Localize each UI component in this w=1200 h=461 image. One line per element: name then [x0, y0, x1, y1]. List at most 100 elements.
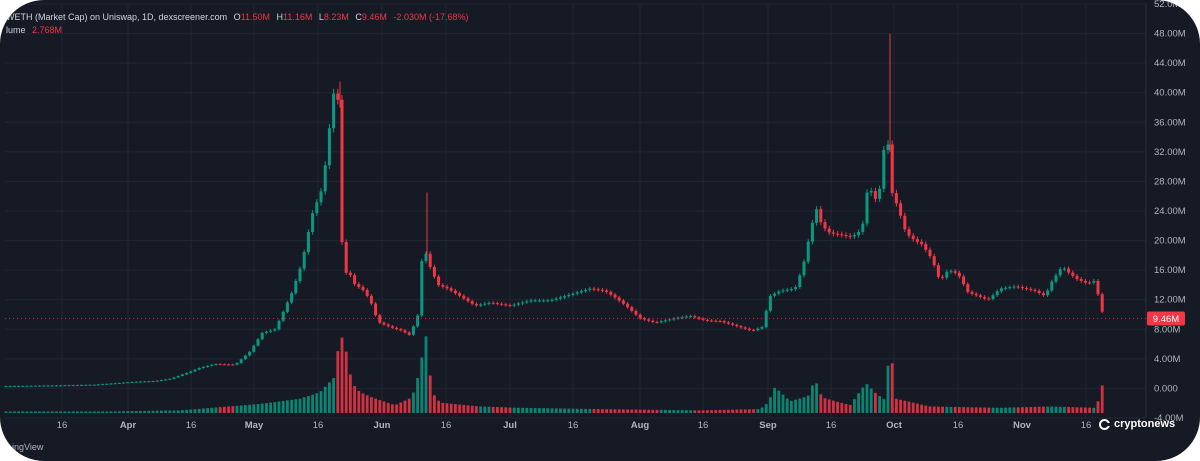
candle-body [1092, 280, 1096, 283]
volume-bar [105, 411, 109, 413]
candle-body [357, 284, 361, 287]
candle-body [327, 128, 331, 166]
volume-bar [949, 406, 953, 413]
candle-body [1016, 286, 1020, 288]
candle-body [88, 384, 92, 386]
candle-body [689, 316, 693, 318]
candle-body [122, 382, 126, 384]
ohlc-legend: WETH (Market Cap) on Uniswap, 1D, dexscr… [6, 12, 468, 22]
volume-bar [1092, 407, 1096, 413]
volume-bar [680, 410, 684, 413]
volume-bar [437, 400, 440, 413]
volume-bar [185, 409, 188, 413]
candle-body [214, 364, 218, 366]
candle-body [861, 223, 865, 232]
candle-body [869, 191, 873, 193]
volume-bar [449, 403, 453, 413]
volume-bar [832, 400, 835, 413]
candle-body [1083, 280, 1087, 283]
candle-body [1050, 281, 1054, 291]
candle-body [248, 351, 252, 356]
volume-bar [533, 408, 537, 413]
volume-bar [945, 406, 949, 413]
candle-body [206, 365, 210, 367]
volume-bar [748, 409, 751, 413]
volume-bar [361, 393, 365, 413]
volume-bar [466, 405, 470, 413]
volume-bar [382, 401, 386, 413]
volume-bar [928, 406, 932, 413]
candle-body [626, 303, 630, 308]
volume-bar [428, 375, 432, 413]
volume-bar [328, 382, 331, 413]
candle-body [697, 317, 701, 319]
volume-bar [407, 398, 411, 413]
volume-bar [155, 410, 159, 413]
candle-body [592, 288, 596, 290]
volume-bar [38, 411, 41, 413]
volume-bar [113, 411, 117, 413]
candle-body [33, 385, 37, 387]
candle-body [432, 266, 436, 277]
candle-body [197, 368, 201, 370]
volume-bar [80, 411, 83, 413]
volume-bar [281, 400, 285, 413]
volume-bar [290, 399, 293, 413]
low-value: 8.23M [323, 12, 349, 22]
volume-bar [769, 397, 772, 413]
volume-bar [29, 411, 33, 413]
candle-body [844, 234, 848, 236]
volume-bar [819, 394, 823, 413]
y-tick-label: 52.0M [1154, 0, 1180, 10]
volume-bar [277, 401, 281, 413]
candle-body [743, 327, 747, 329]
candle-body [495, 303, 499, 305]
x-tick-label: Sep [759, 420, 777, 431]
candle-body [558, 297, 562, 299]
candle-body [508, 305, 512, 307]
candle-body [609, 291, 613, 295]
volume-bar [958, 407, 961, 413]
x-tick-label: 16 [826, 420, 837, 431]
candle-body [731, 323, 735, 325]
candle-body [378, 315, 382, 323]
candle-body [462, 295, 466, 299]
volume-bar [491, 406, 495, 413]
candle-body [42, 385, 46, 387]
volume-bar [332, 378, 335, 413]
volume-bar [592, 409, 596, 413]
volume-bar [84, 411, 88, 413]
candle-body [231, 364, 235, 366]
cryptonews-logo-icon [1099, 418, 1111, 430]
candle-body [25, 385, 29, 387]
volume-bar [685, 410, 688, 413]
volume-bar [911, 402, 915, 413]
volume-bar [479, 406, 482, 413]
candle-body [1062, 268, 1066, 270]
volume-bar [554, 408, 558, 413]
candle-body [189, 371, 193, 374]
volume-bar [269, 402, 272, 413]
volume-bar [8, 411, 12, 413]
candle-body [395, 327, 399, 330]
candle-body [999, 288, 1003, 292]
candle-body [235, 362, 239, 365]
volume-bar [244, 405, 247, 413]
candle-body [911, 235, 915, 240]
volume-bar [512, 407, 516, 413]
candle-body [483, 303, 487, 305]
volume-bar [865, 384, 869, 413]
volume-bar [500, 407, 503, 413]
volume-bar [916, 403, 919, 413]
volume-bar [1029, 406, 1033, 413]
candle-body [701, 318, 705, 320]
volume-bar [193, 409, 197, 413]
candle-body [117, 382, 121, 384]
y-tick-label: 16.00M [1154, 265, 1186, 276]
last-price-badge [1147, 311, 1185, 326]
candle-body [80, 384, 84, 386]
candle-body [210, 364, 214, 366]
candle-body [827, 228, 831, 233]
